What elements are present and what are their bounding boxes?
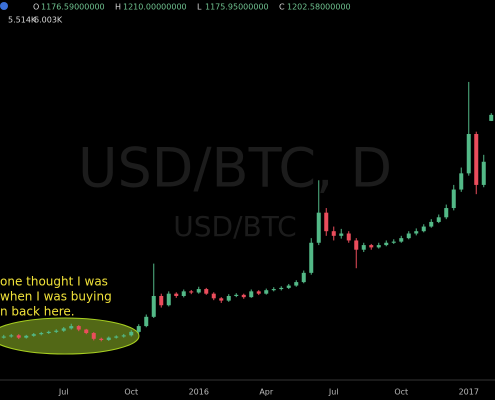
candle-body xyxy=(91,333,96,339)
candle-body xyxy=(61,328,66,331)
candle-body xyxy=(459,173,464,190)
candle-body xyxy=(144,316,149,327)
candle-body xyxy=(421,226,426,232)
ohlc-value: 1202.58000000 xyxy=(287,3,351,12)
candle-body xyxy=(429,221,434,227)
x-tick-label: Oct xyxy=(124,388,138,397)
candle-body xyxy=(46,331,51,334)
candle-body xyxy=(114,336,119,338)
candle-body xyxy=(99,338,104,340)
candle-body xyxy=(151,295,156,317)
candle-body xyxy=(16,335,21,338)
candle-body xyxy=(54,330,59,332)
candle-body xyxy=(406,233,411,239)
candle-body xyxy=(189,291,194,293)
candle-body xyxy=(159,295,164,306)
candle-body xyxy=(39,333,44,335)
candle-body xyxy=(76,326,81,330)
ohlc-value: 1210.00000000 xyxy=(123,3,187,12)
ohlc-value: 1175.95000000 xyxy=(205,3,269,12)
candle-body xyxy=(256,291,261,294)
candle-body xyxy=(24,335,29,338)
candle-body xyxy=(174,293,179,296)
highlight-ellipse xyxy=(0,317,140,355)
candle-body xyxy=(121,335,126,337)
candle-body xyxy=(339,233,344,236)
annotation-text: n back here. xyxy=(0,305,75,319)
candle-body xyxy=(301,272,306,283)
ohlc-key: H xyxy=(115,3,121,12)
candle-body xyxy=(219,298,224,301)
candle-body xyxy=(9,335,14,337)
x-tick-label: 2017 xyxy=(459,388,479,397)
candle-body xyxy=(166,293,171,306)
ohlc-value: 1176.59000000 xyxy=(41,3,105,12)
candle-body xyxy=(316,212,321,243)
candle-body xyxy=(286,285,291,288)
candle-body xyxy=(376,245,381,248)
candle-body xyxy=(294,282,299,286)
x-tick-label: Oct xyxy=(394,388,408,397)
candle-body xyxy=(346,233,351,241)
candle-body xyxy=(399,238,404,242)
candle-body xyxy=(279,287,284,290)
candle-body xyxy=(129,331,134,336)
candle-body xyxy=(69,326,74,329)
candle-body xyxy=(481,161,486,185)
candle-body xyxy=(1,336,6,338)
candle-body xyxy=(309,242,314,273)
x-tick-label: 2016 xyxy=(189,388,209,397)
candle-body xyxy=(451,189,456,209)
candle-body xyxy=(181,291,186,296)
candle-body xyxy=(354,240,359,250)
watermark: USD/BTC, D xyxy=(78,137,392,200)
candle-body xyxy=(211,293,216,299)
candle-body xyxy=(384,242,389,246)
candle-body xyxy=(249,291,254,298)
candle-body xyxy=(264,290,269,294)
candle-body xyxy=(489,114,494,121)
candle-body xyxy=(361,245,366,250)
ohlc-key: C xyxy=(279,3,285,12)
volume-value: 5.514K xyxy=(8,16,37,25)
candle-body xyxy=(106,337,111,340)
candle-body xyxy=(136,326,141,332)
candle-body xyxy=(31,334,36,336)
candle-body xyxy=(466,133,471,174)
candle-body xyxy=(226,295,231,301)
x-tick-label: Apr xyxy=(259,388,274,397)
candle-body xyxy=(474,133,479,185)
candle-body xyxy=(391,241,396,243)
candle-body xyxy=(84,329,89,334)
x-tick-label: Jul xyxy=(58,388,69,397)
watermark-sub: USD/BTC xyxy=(173,210,296,243)
annotation-text: when I was buying xyxy=(0,290,112,304)
annotation-text: one thought I was xyxy=(0,275,108,289)
volume-value: 6.003K xyxy=(34,16,63,25)
symbol-icon xyxy=(0,2,8,10)
x-tick-label: Jul xyxy=(328,388,339,397)
candle-body xyxy=(331,231,336,236)
candle-body xyxy=(369,245,374,248)
candle-body xyxy=(444,208,449,218)
candle-body xyxy=(196,289,201,293)
candle-body xyxy=(324,212,329,232)
candle-body xyxy=(436,217,441,222)
ohlc-key: O xyxy=(33,3,39,12)
candle-body xyxy=(271,289,276,291)
candle-body xyxy=(414,231,419,234)
ohlc-key: L xyxy=(197,3,202,12)
candle-body xyxy=(204,289,209,294)
candle-body xyxy=(234,294,239,296)
candle-body xyxy=(241,294,246,298)
